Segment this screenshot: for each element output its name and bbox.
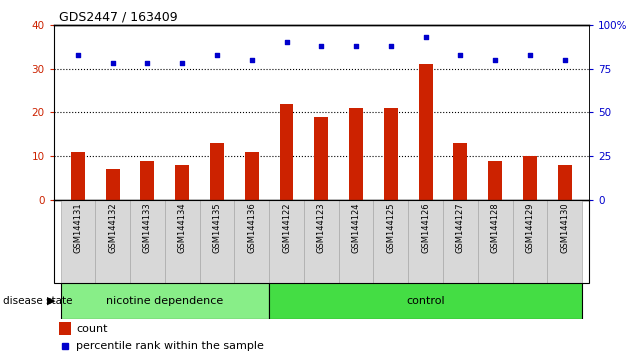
Text: GDS2447 / 163409: GDS2447 / 163409 xyxy=(59,11,178,24)
Bar xyxy=(175,165,189,200)
Text: GSM144126: GSM144126 xyxy=(421,202,430,253)
Bar xyxy=(547,200,582,283)
Bar xyxy=(419,64,433,200)
Point xyxy=(212,52,222,57)
Bar xyxy=(478,200,513,283)
Bar xyxy=(269,200,304,283)
Point xyxy=(108,61,118,66)
Bar xyxy=(106,169,120,200)
Point xyxy=(455,52,466,57)
Text: GSM144124: GSM144124 xyxy=(352,202,360,253)
Bar xyxy=(95,200,130,283)
Point xyxy=(490,57,500,63)
Point xyxy=(525,52,535,57)
Bar xyxy=(130,200,165,283)
Bar xyxy=(513,200,547,283)
Text: GSM144131: GSM144131 xyxy=(73,202,83,253)
Bar xyxy=(314,117,328,200)
Bar xyxy=(234,200,269,283)
Point xyxy=(73,52,83,57)
Bar xyxy=(280,104,294,200)
Bar xyxy=(408,200,443,283)
Text: GSM144122: GSM144122 xyxy=(282,202,291,253)
Bar xyxy=(384,108,398,200)
Point xyxy=(177,61,187,66)
Bar xyxy=(245,152,259,200)
Text: disease state: disease state xyxy=(3,296,72,306)
Bar xyxy=(59,322,71,335)
Point xyxy=(351,43,361,48)
Text: ▶: ▶ xyxy=(47,296,55,306)
Text: GSM144130: GSM144130 xyxy=(560,202,570,253)
Bar xyxy=(304,200,339,283)
Bar xyxy=(60,200,95,283)
Point xyxy=(247,57,257,63)
Text: GSM144128: GSM144128 xyxy=(491,202,500,253)
Bar xyxy=(165,200,200,283)
Point xyxy=(282,40,292,45)
Bar xyxy=(488,161,502,200)
Bar xyxy=(71,152,85,200)
Bar xyxy=(339,200,374,283)
Text: GSM144129: GSM144129 xyxy=(525,202,534,253)
Bar xyxy=(558,165,571,200)
Point xyxy=(142,61,152,66)
Bar xyxy=(140,161,154,200)
Text: percentile rank within the sample: percentile rank within the sample xyxy=(76,341,264,351)
Bar xyxy=(523,156,537,200)
Text: GSM144133: GSM144133 xyxy=(143,202,152,253)
Text: nicotine dependence: nicotine dependence xyxy=(106,296,224,306)
Bar xyxy=(269,283,582,319)
Bar xyxy=(210,143,224,200)
Text: GSM144136: GSM144136 xyxy=(247,202,256,253)
Text: control: control xyxy=(406,296,445,306)
Text: GSM144134: GSM144134 xyxy=(178,202,186,253)
Bar xyxy=(200,200,234,283)
Bar xyxy=(60,283,269,319)
Text: GSM144127: GSM144127 xyxy=(456,202,465,253)
Point xyxy=(386,43,396,48)
Point xyxy=(316,43,326,48)
Bar xyxy=(443,200,478,283)
Text: GSM144123: GSM144123 xyxy=(317,202,326,253)
Point xyxy=(421,34,431,40)
Text: GSM144132: GSM144132 xyxy=(108,202,117,253)
Bar xyxy=(349,108,363,200)
Text: count: count xyxy=(76,324,108,333)
Point xyxy=(559,57,570,63)
Bar xyxy=(374,200,408,283)
Text: GSM144135: GSM144135 xyxy=(212,202,222,253)
Text: GSM144125: GSM144125 xyxy=(386,202,396,253)
Bar xyxy=(454,143,467,200)
